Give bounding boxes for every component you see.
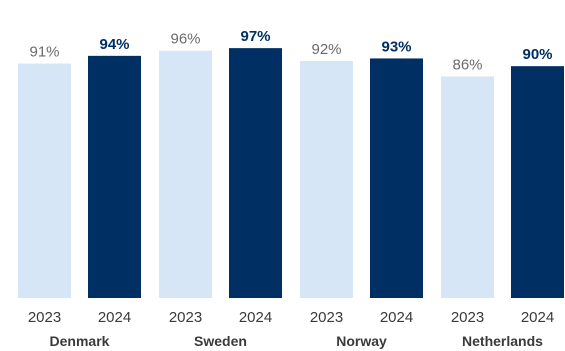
value-label: 93% <box>381 38 411 55</box>
country-label: Sweden <box>194 333 247 349</box>
bar-denmark-2023 <box>18 63 71 298</box>
value-label: 86% <box>452 56 482 73</box>
year-label: 2024 <box>98 309 131 326</box>
value-label: 94% <box>99 36 129 53</box>
year-label: 2023 <box>169 309 202 326</box>
bar-denmark-2024 <box>88 55 141 298</box>
value-label: 90% <box>522 46 552 63</box>
country-label: Denmark <box>50 333 110 349</box>
bar-netherlands-2024 <box>511 66 564 298</box>
value-label: 91% <box>29 44 59 61</box>
bar-netherlands-2023 <box>441 76 494 299</box>
value-label: 92% <box>311 41 341 58</box>
country-label: Netherlands <box>462 333 543 349</box>
country-group-sweden: 96% 2023 97% 2024 Sweden <box>159 28 282 349</box>
year-label: 2024 <box>380 309 413 326</box>
bar-sweden-2024 <box>229 48 282 299</box>
country-label: Norway <box>336 333 387 349</box>
year-label: 2024 <box>239 309 272 326</box>
year-label: 2024 <box>521 309 554 326</box>
value-label: 97% <box>240 28 270 45</box>
bar-sweden-2023 <box>159 50 212 299</box>
bar-norway-2024 <box>370 58 423 298</box>
value-label: 96% <box>170 31 200 48</box>
country-group-norway: 92% 2023 93% 2024 Norway <box>300 38 423 349</box>
country-group-netherlands: 86% 2023 90% 2024 Netherlands <box>441 46 564 349</box>
year-label: 2023 <box>451 309 484 326</box>
bar-norway-2023 <box>300 61 353 299</box>
year-label: 2023 <box>310 309 343 326</box>
year-label: 2023 <box>28 309 61 326</box>
country-group-denmark: 91% 2023 94% 2024 Denmark <box>18 36 141 349</box>
